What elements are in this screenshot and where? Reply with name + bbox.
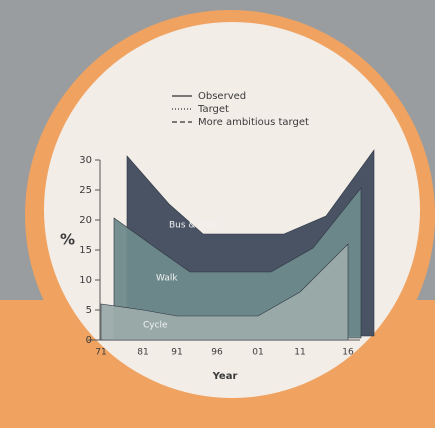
series-label: Walk <box>156 274 178 284</box>
y-tick-label: 20 <box>79 215 92 226</box>
legend-label: Target <box>197 104 229 115</box>
x-tick-label: 91 <box>171 348 182 358</box>
legend-label: More ambitious target <box>198 117 309 128</box>
y-tick-label: 10 <box>79 275 92 286</box>
y-axis-label: % <box>60 231 75 249</box>
x-tick-label: 81 <box>137 348 148 358</box>
chart: % Year 0 5 10 15 20 25 30 71 81 91 96 01 11 16 Bus & t… <box>0 0 435 428</box>
x-axis-label: Year <box>212 371 238 382</box>
series-label: Bus & train <box>169 221 219 231</box>
x-tick-label: 71 <box>95 348 106 358</box>
x-tick-label: 96 <box>211 348 223 358</box>
x-tick-label: 11 <box>294 348 305 358</box>
x-tick-label: 16 <box>342 348 354 358</box>
y-tick-label: 15 <box>79 245 92 256</box>
legend-label: Observed <box>198 91 246 102</box>
y-tick-label: 25 <box>79 185 92 196</box>
x-tick-label: 01 <box>252 348 263 358</box>
y-tick-label: 30 <box>79 155 92 166</box>
series-label: Cycle <box>143 321 168 331</box>
y-tick-label: 5 <box>86 305 92 316</box>
y-tick-label: 0 <box>86 335 92 346</box>
